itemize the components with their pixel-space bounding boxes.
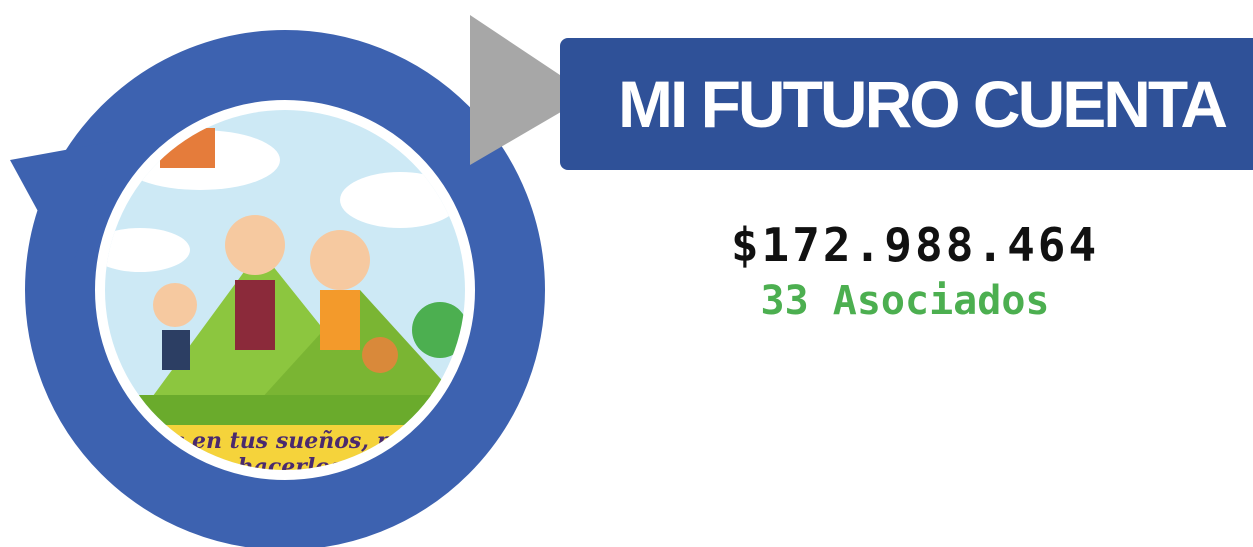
banner-title: MI FUTURO CUENTA (560, 38, 1253, 170)
members-count: 33 Asociados (700, 278, 1110, 324)
amount: $172.988.464 (700, 218, 1130, 272)
page: emos en tus sueños, por damos hacerlos r… (0, 0, 1253, 547)
